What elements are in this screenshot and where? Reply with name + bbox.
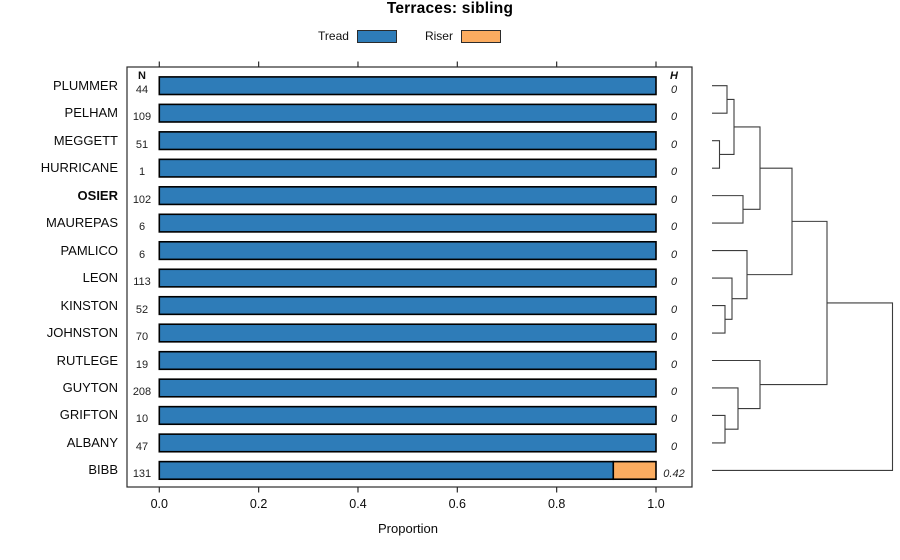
h-value: 0 xyxy=(670,385,678,398)
n-column-header: N xyxy=(138,70,146,83)
category-label: PLUMMER xyxy=(52,77,118,93)
h-value: 0 xyxy=(670,83,678,96)
n-value: 10 xyxy=(135,413,149,426)
plot-box xyxy=(126,66,693,488)
bar-segment-tread xyxy=(158,240,657,261)
category-label: GRIFTON xyxy=(59,407,118,423)
category-label: RUTLEGE xyxy=(56,352,118,368)
bar-segment-tread xyxy=(158,350,657,371)
bar-segment-tread xyxy=(158,268,657,288)
h-value: 0 xyxy=(670,193,678,206)
h-value: 0 xyxy=(670,413,678,426)
n-value: 102 xyxy=(132,193,152,206)
category-label: PAMLICO xyxy=(60,242,118,258)
dendrogram-link xyxy=(712,85,728,114)
x-tick-label: 1.0 xyxy=(647,497,665,511)
category-label: ALBANY xyxy=(66,434,118,450)
h-value: 0 xyxy=(670,303,678,316)
dendrogram-link xyxy=(712,304,726,334)
legend-swatch-tread-icon xyxy=(356,29,397,43)
dendrogram-link xyxy=(712,302,894,471)
n-value: 19 xyxy=(135,358,149,371)
category-label: HURRICANE xyxy=(40,160,118,176)
bar-segment-tread xyxy=(158,186,657,206)
h-value: 0.42 xyxy=(663,468,685,481)
dendrogram-link xyxy=(760,220,828,386)
h-value: 0 xyxy=(670,248,678,261)
category-label: LEON xyxy=(82,270,118,286)
bar-segment-tread xyxy=(158,460,615,481)
h-column-header: H xyxy=(670,70,678,83)
category-label: JOHNSTON xyxy=(46,325,118,341)
dendrogram-link xyxy=(712,250,748,300)
bar-segment-tread xyxy=(158,213,657,233)
bar-segment-tread xyxy=(158,433,657,453)
n-value: 47 xyxy=(135,440,149,453)
category-label: GUYTON xyxy=(62,379,118,395)
n-value: 6 xyxy=(138,248,146,261)
dendrogram-link xyxy=(712,140,721,169)
n-value: 113 xyxy=(133,276,151,289)
legend-swatch-riser-icon xyxy=(460,29,501,43)
n-value: 52 xyxy=(135,303,149,316)
bar-segment-tread xyxy=(158,103,657,123)
category-label: MAUREPAS xyxy=(46,215,118,231)
bar-segment-tread xyxy=(158,131,657,151)
x-tick-label: 0.6 xyxy=(448,497,466,511)
category-label: PELHAM xyxy=(64,105,118,121)
legend-item-riser: Riser xyxy=(425,29,501,43)
category-label: KINSTON xyxy=(60,297,118,313)
n-value: 6 xyxy=(138,221,146,234)
legend-item-tread: Tread xyxy=(318,29,397,43)
dendrogram-link xyxy=(712,359,761,410)
n-value: 208 xyxy=(132,385,152,398)
h-value: 0 xyxy=(670,358,678,371)
x-axis-title: Proportion xyxy=(378,521,438,536)
n-value: 131 xyxy=(132,468,152,481)
dendrogram-link xyxy=(747,167,793,276)
n-value: 1 xyxy=(138,166,146,179)
x-tick-label: 0.2 xyxy=(249,497,268,511)
dendrogram-link xyxy=(712,277,733,320)
bar-segment-tread xyxy=(158,378,657,398)
chart-title: Terraces: sibling xyxy=(386,0,514,17)
bar-segment-tread xyxy=(158,405,657,426)
dendrogram-link xyxy=(712,195,744,224)
h-value: 0 xyxy=(670,221,678,234)
h-value: 0 xyxy=(670,331,678,344)
category-label: BIBB xyxy=(88,462,118,478)
n-value: 51 xyxy=(135,138,149,151)
bar-segment-tread xyxy=(158,323,657,343)
dendrogram-link xyxy=(712,414,726,444)
bar-segment-tread xyxy=(158,158,657,178)
legend-label-riser: Riser xyxy=(424,29,453,43)
x-tick-label: 0.8 xyxy=(547,497,566,511)
n-value: 44 xyxy=(135,83,149,96)
h-value: 0 xyxy=(670,166,678,179)
category-label: MEGGETT xyxy=(53,132,118,148)
bar-segment-riser xyxy=(612,460,657,481)
x-tick-label: 0.0 xyxy=(150,497,168,511)
n-value: 70 xyxy=(135,331,149,344)
x-tick-label: 0.4 xyxy=(349,497,367,511)
bar-segment-tread xyxy=(158,76,657,96)
bar-segment-tread xyxy=(158,295,657,316)
dendrogram-link xyxy=(734,126,761,210)
legend-label-tread: Tread xyxy=(318,29,349,43)
legend: Tread Riser xyxy=(127,27,692,45)
n-value: 109 xyxy=(132,111,152,124)
h-value: 0 xyxy=(670,276,678,289)
category-label: OSIER xyxy=(77,187,118,203)
h-value: 0 xyxy=(670,440,678,453)
h-value: 0 xyxy=(670,111,678,124)
h-value: 0 xyxy=(670,138,678,151)
